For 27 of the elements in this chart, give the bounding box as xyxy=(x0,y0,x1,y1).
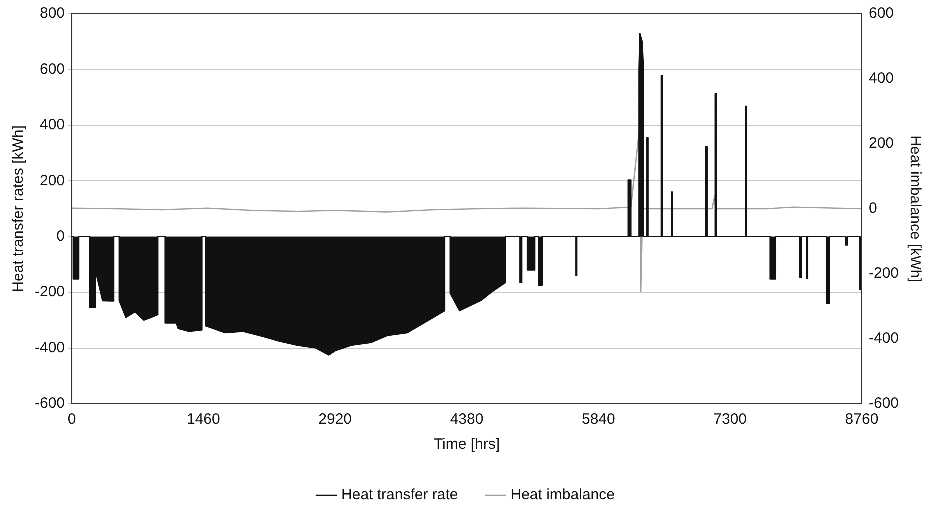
y-tick-label: -600 xyxy=(34,395,66,412)
y2-tick-label: 400 xyxy=(868,70,894,88)
y2-tick-label: -400 xyxy=(868,330,900,348)
legend-label: Heat transfer rate xyxy=(342,486,458,504)
x-axis-title: Time [hrs] xyxy=(434,436,500,454)
y-tick-label: 800 xyxy=(40,5,66,22)
y-tick-label: 400 xyxy=(40,116,66,134)
y-tick-label: 0 xyxy=(56,228,66,245)
y-tick-label: -200 xyxy=(34,284,66,301)
x-tick-label: 1460 xyxy=(186,411,220,428)
legend-label: Heat imbalance xyxy=(510,486,615,504)
x-tick-label: 7300 xyxy=(714,411,748,428)
x-tick-label: 8760 xyxy=(845,411,879,428)
y2-tick-label: -600 xyxy=(868,395,900,412)
y2-tick-label: 0 xyxy=(868,200,878,218)
y2-tick-label: -200 xyxy=(868,265,900,282)
x-tick-label: 0 xyxy=(68,411,76,428)
y2-axis-title: Heat imbalance [kWh] xyxy=(906,136,924,282)
y-axis-title: Heat transfer rates [kWh] xyxy=(10,126,28,292)
y2-tick-label: 600 xyxy=(868,5,894,22)
x-tick-label: 4380 xyxy=(450,411,484,428)
x-tick-label: 5840 xyxy=(582,411,616,428)
y-tick-label: 600 xyxy=(40,60,66,78)
x-tick-label: 2920 xyxy=(318,411,352,428)
y-tick-label: 200 xyxy=(40,172,66,190)
y2-tick-label: 200 xyxy=(868,135,894,152)
y-tick-label: -400 xyxy=(34,339,66,356)
